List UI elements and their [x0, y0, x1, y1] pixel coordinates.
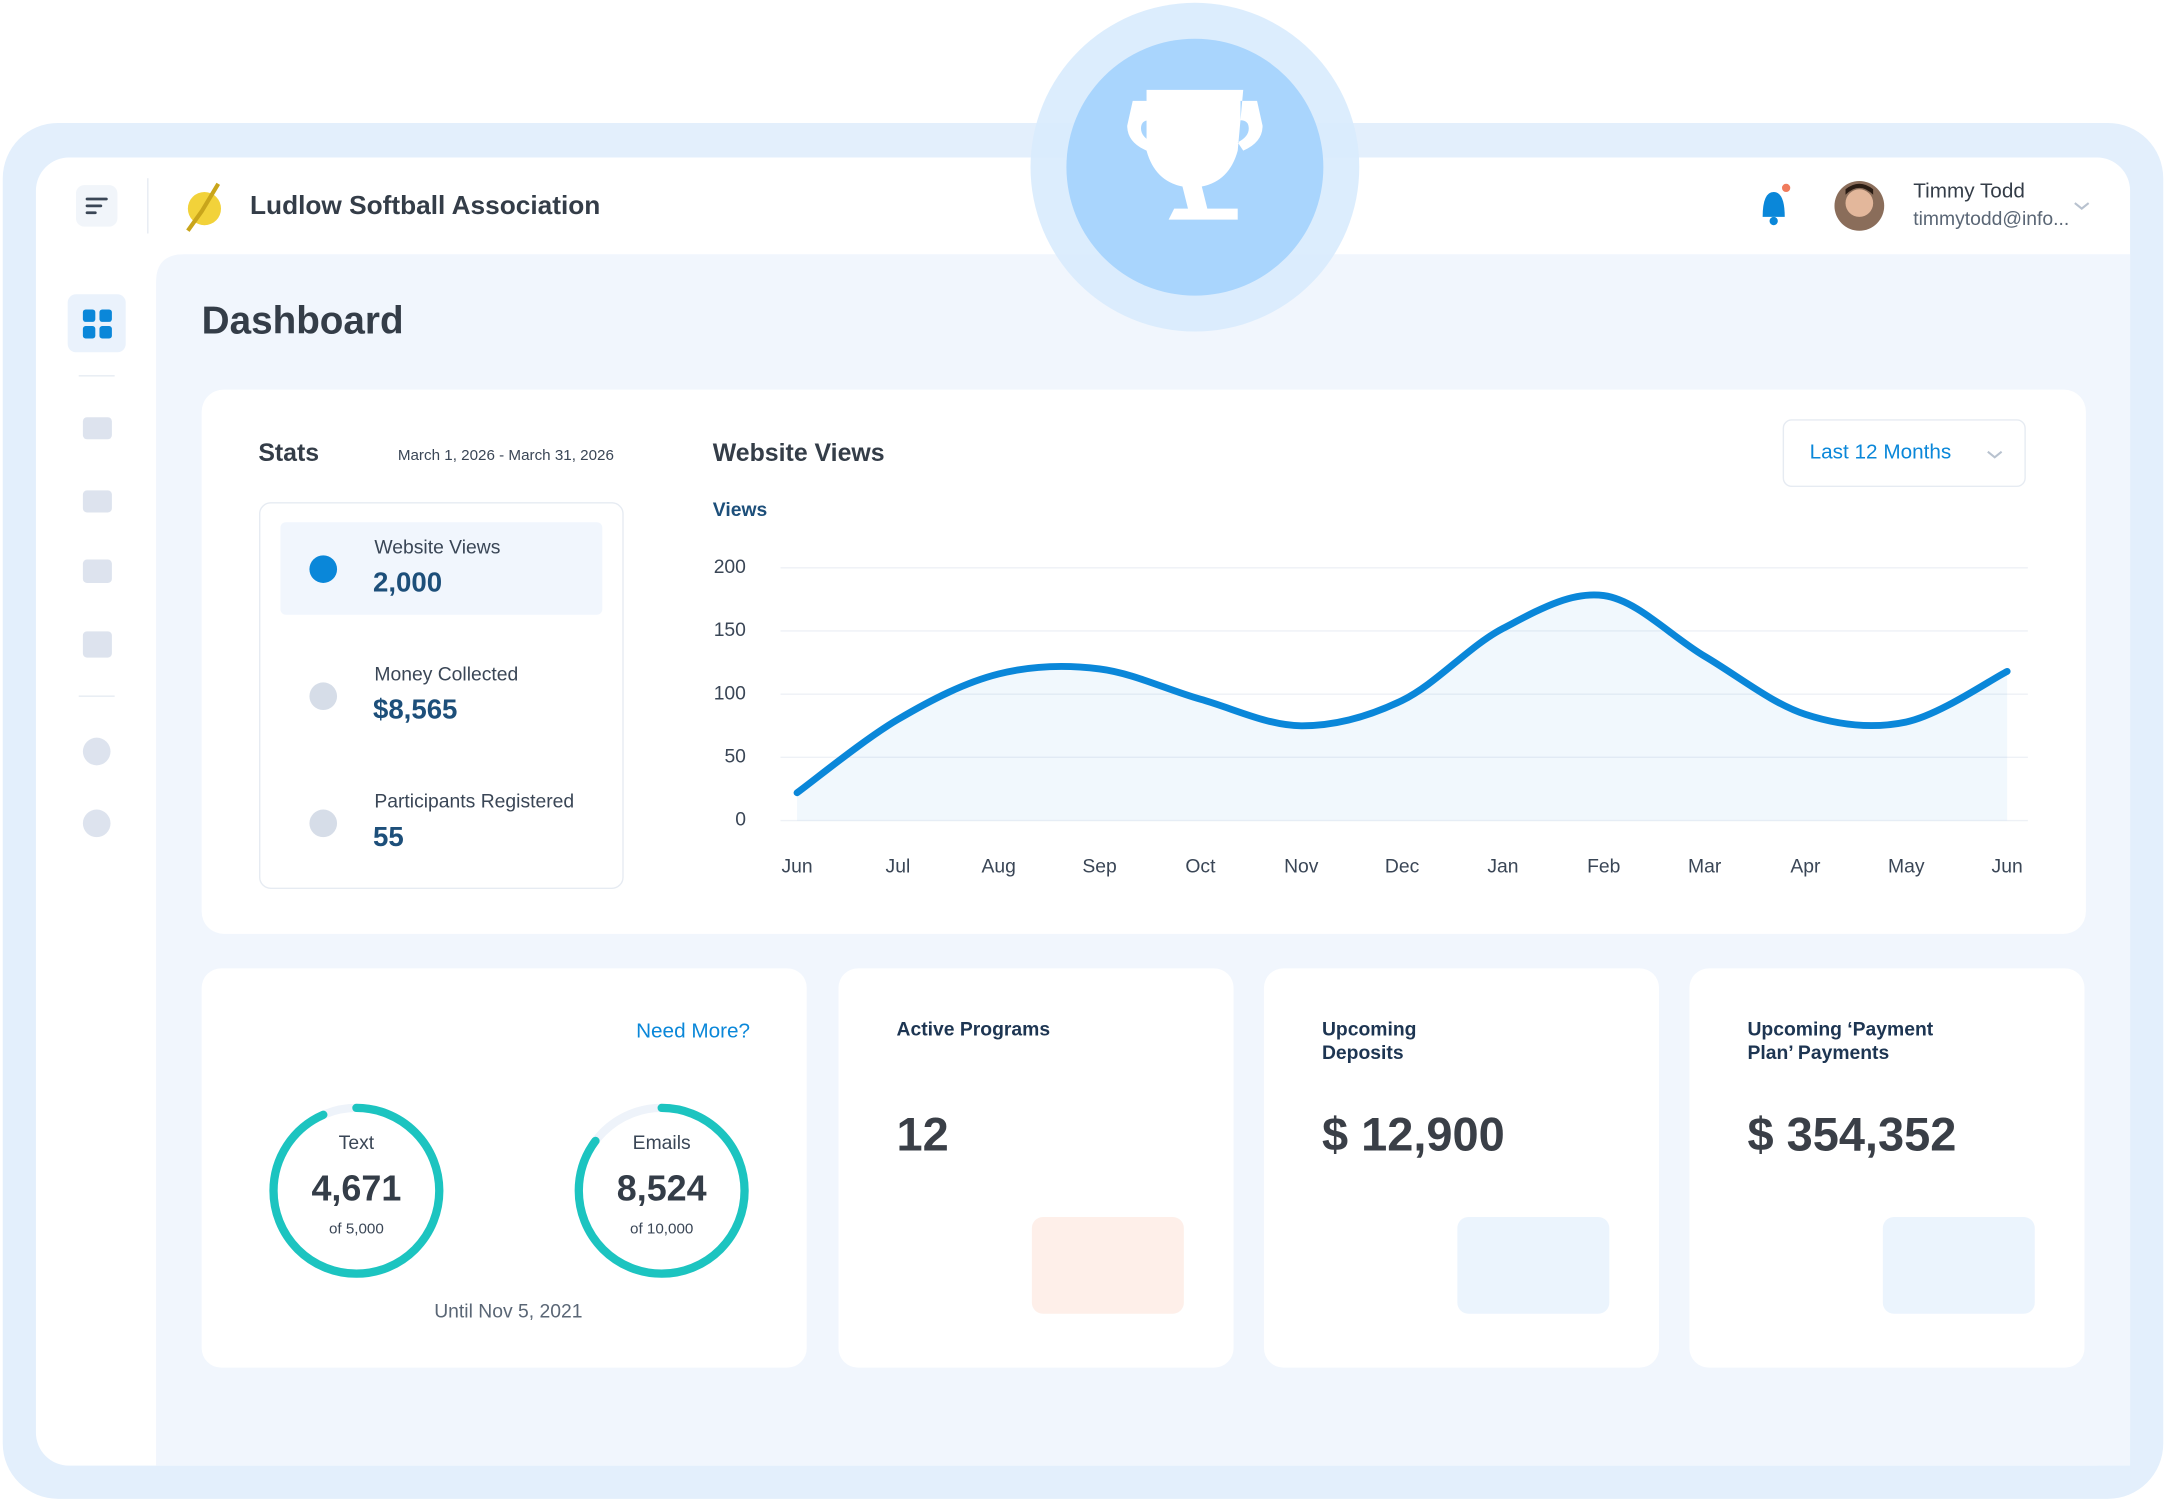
chart-title: Website Views — [713, 439, 885, 467]
messaging-card — [201, 968, 807, 1368]
nav-settings[interactable] — [82, 737, 111, 766]
x-tick-label: May — [1888, 857, 1925, 878]
gauge-value: 4,671 — [311, 1167, 401, 1208]
stat-highlight — [280, 522, 603, 615]
org-logo — [186, 182, 222, 232]
x-tick-label: Dec — [1385, 857, 1420, 878]
x-tick-label: Nov — [1284, 857, 1319, 878]
line — [793, 591, 2011, 797]
range-select-label: Last 12 Months — [1810, 441, 1952, 464]
card-title: Upcoming ‘Payment — [1747, 1020, 1933, 1041]
nav-help[interactable] — [82, 809, 111, 838]
y-tick-label: 50 — [724, 746, 745, 767]
card-title: Active Programs — [897, 1020, 1051, 1041]
page-title: Dashboard — [202, 299, 404, 342]
avatar[interactable] — [1834, 180, 1885, 231]
stats-list — [259, 502, 624, 889]
notification-bell[interactable] — [1762, 183, 1791, 226]
gauge-label: Text — [339, 1133, 375, 1154]
stats-date-range: March 1, 2026 - March 31, 2026 — [398, 447, 614, 464]
y-tick-label: 200 — [714, 557, 746, 578]
stat-value: $8,565 — [373, 694, 457, 725]
line-area — [797, 594, 2008, 821]
nav-dashboard[interactable] — [67, 294, 126, 353]
stat-label: Website Views — [374, 538, 500, 559]
user-name: Timmy Todd — [1913, 180, 2025, 203]
stat-label: Participants Registered — [374, 792, 574, 813]
x-tick-label: Mar — [1688, 857, 1722, 878]
gauge-value: 8,524 — [617, 1167, 707, 1208]
card-value: 12 — [897, 1108, 949, 1161]
user-email: timmytodd@info... — [1913, 209, 2069, 230]
gauge-label: Emails — [633, 1133, 691, 1154]
y-tick-label: 0 — [735, 810, 746, 831]
x-tick-label: Oct — [1185, 857, 1216, 878]
stat-icon — [309, 682, 338, 711]
x-tick-label: Aug — [982, 857, 1016, 878]
range-chevron — [1987, 450, 2003, 459]
card-title: Upcoming — [1322, 1020, 1417, 1041]
nav-item[interactable] — [82, 417, 112, 440]
x-tick-label: Jul — [886, 857, 911, 878]
gauge-total: of 5,000 — [329, 1220, 384, 1237]
x-tick-label: Jan — [1487, 857, 1518, 878]
trophy-icon — [1127, 89, 1263, 220]
gauge-arc — [574, 1103, 749, 1278]
stat-label: Money Collected — [374, 665, 518, 686]
nav-item[interactable] — [82, 559, 112, 583]
x-tick-label: Sep — [1082, 857, 1116, 878]
x-tick-label: Jun — [781, 857, 812, 878]
range-select[interactable] — [1782, 419, 2026, 487]
card-illustration — [1031, 1217, 1184, 1314]
stat-value: 55 — [373, 821, 404, 852]
dashboard-icon — [82, 309, 112, 339]
card-value: $ 354,352 — [1747, 1108, 1956, 1161]
stats-title: Stats — [258, 439, 319, 467]
nav-item[interactable] — [82, 490, 112, 513]
y-axis-label: Views — [713, 500, 767, 521]
stat-icon — [309, 555, 338, 583]
stats-card — [201, 389, 2086, 934]
nav-item[interactable] — [82, 631, 112, 658]
card-title: Plan’ Payments — [1747, 1043, 1889, 1064]
y-tick-label: 100 — [714, 683, 746, 704]
until-date: Until Nov 5, 2021 — [434, 1301, 582, 1322]
x-tick-label: Jun — [1992, 857, 2023, 878]
menu-icon — [85, 197, 108, 215]
stat-icon — [309, 809, 338, 838]
x-tick-label: Feb — [1587, 857, 1620, 878]
gauge-total: of 10,000 — [630, 1220, 693, 1237]
x-tick-label: Apr — [1790, 857, 1821, 878]
card-illustration — [1457, 1217, 1610, 1314]
gauge-arc — [269, 1103, 444, 1278]
stat-value: 2,000 — [373, 567, 442, 598]
org-name: Ludlow Softball Association — [250, 190, 600, 220]
need-more-link[interactable]: Need More? — [636, 1019, 750, 1042]
user-menu-chevron[interactable] — [2074, 202, 2090, 210]
card-illustration — [1882, 1217, 2035, 1314]
card-title: Deposits — [1322, 1043, 1404, 1064]
card-value: $ 12,900 — [1322, 1108, 1505, 1161]
y-tick-label: 150 — [714, 620, 746, 641]
